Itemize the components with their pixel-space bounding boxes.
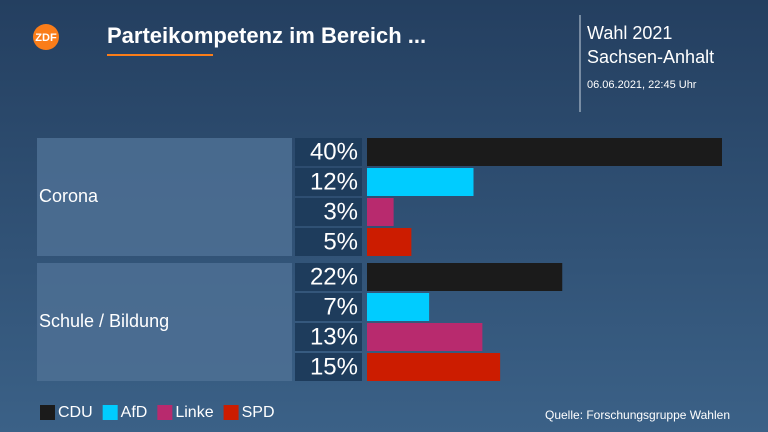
value-label: 40% bbox=[310, 138, 358, 165]
value-label-box bbox=[295, 198, 362, 226]
category-label: Corona bbox=[39, 186, 99, 206]
legend-swatch bbox=[223, 405, 239, 420]
title-underline bbox=[107, 54, 213, 56]
value-label: 15% bbox=[310, 353, 358, 380]
bar bbox=[367, 293, 430, 321]
value-label-box bbox=[295, 353, 362, 381]
bar bbox=[367, 323, 483, 351]
bar bbox=[367, 263, 563, 291]
value-label-box bbox=[295, 293, 362, 321]
value-label-box bbox=[295, 263, 362, 291]
bar bbox=[367, 138, 722, 166]
value-label: 3% bbox=[323, 198, 358, 225]
value-label: 22% bbox=[310, 263, 358, 290]
legend-label: Linke bbox=[175, 404, 213, 421]
chart-title: Parteikompetenz im Bereich ... bbox=[107, 23, 426, 48]
bar bbox=[367, 228, 412, 256]
timestamp: 06.06.2021, 22:45 Uhr bbox=[587, 79, 697, 91]
legend-label: AfD bbox=[121, 404, 148, 421]
bar bbox=[367, 168, 474, 196]
source: Quelle: Forschungsgruppe Wahlen bbox=[545, 408, 730, 422]
legend-label: CDU bbox=[58, 404, 93, 421]
header-line: Sachsen-Anhalt bbox=[587, 47, 714, 67]
header-line: Wahl 2021 bbox=[587, 23, 672, 43]
value-label: 5% bbox=[323, 228, 358, 255]
category-box bbox=[37, 263, 292, 381]
category-label: Schule / Bildung bbox=[39, 311, 169, 331]
value-label-box bbox=[295, 168, 362, 196]
value-label-box bbox=[295, 323, 362, 351]
value-label: 12% bbox=[310, 168, 358, 195]
value-label: 13% bbox=[310, 323, 358, 350]
value-label: 7% bbox=[323, 293, 358, 320]
legend-swatch bbox=[102, 405, 118, 420]
bar bbox=[367, 198, 394, 226]
legend-label: SPD bbox=[242, 404, 275, 421]
value-label-box bbox=[295, 228, 362, 256]
value-label-box bbox=[295, 138, 362, 166]
logo-circle bbox=[33, 24, 59, 50]
legend-swatch bbox=[40, 405, 55, 420]
category-box bbox=[37, 138, 292, 256]
logo: ZDF bbox=[35, 32, 57, 44]
bar bbox=[367, 353, 501, 381]
legend-swatch bbox=[157, 405, 173, 420]
